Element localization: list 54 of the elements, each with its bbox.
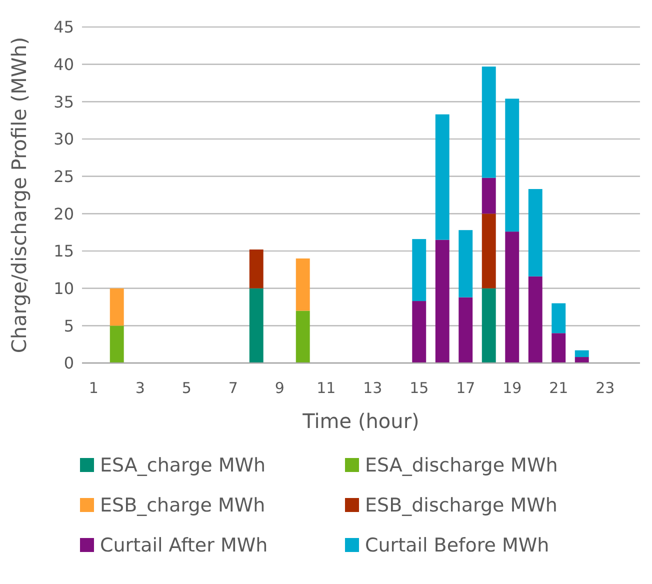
- bar: [110, 326, 124, 363]
- bar: [435, 240, 450, 363]
- bar: [482, 66, 496, 178]
- bar: [296, 310, 310, 363]
- bar: [435, 114, 450, 240]
- y-tick-label: 30: [54, 130, 74, 149]
- y-tick-label: 20: [54, 204, 74, 224]
- y-tick-label: 25: [54, 166, 74, 186]
- legend-label: Curtail After MWh: [100, 534, 268, 557]
- x-tick-label: 15: [410, 379, 429, 397]
- y-tick-label: 40: [54, 54, 74, 74]
- bar: [412, 301, 426, 363]
- x-tick-label: 1: [88, 379, 98, 397]
- legend-label: ESA_discharge MWh: [365, 454, 558, 477]
- x-tick-label: 19: [502, 379, 522, 397]
- y-tick-label: 0: [64, 354, 74, 373]
- bar: [458, 297, 473, 363]
- y-tick-label: 5: [64, 316, 74, 336]
- x-tick-label: 11: [316, 379, 336, 397]
- bar: [505, 98, 520, 232]
- x-tick-label: 23: [596, 379, 615, 397]
- bar: [482, 178, 496, 214]
- bar: [110, 288, 124, 326]
- bar: [412, 239, 426, 302]
- bar: [574, 357, 589, 363]
- y-tick-label: 35: [54, 92, 74, 112]
- x-axis-title: Time (hour): [302, 409, 420, 433]
- bar: [505, 232, 520, 363]
- x-tick-label: 9: [274, 379, 284, 397]
- bar: [552, 333, 566, 363]
- bar: [482, 214, 496, 288]
- x-tick-label: 7: [228, 379, 238, 397]
- bar: [528, 189, 542, 276]
- bar: [552, 303, 566, 334]
- x-tick-label: 21: [549, 379, 568, 397]
- legend-label: ESA_charge MWh: [100, 454, 266, 477]
- legend-label: Curtail Before MWh: [365, 534, 550, 557]
- x-tick-label: 17: [456, 379, 476, 397]
- bar: [249, 250, 264, 288]
- legend-label: ESB_charge MWh: [100, 494, 266, 517]
- bar: [249, 288, 264, 363]
- x-tick-label: 13: [363, 379, 382, 397]
- x-tick-label: 3: [135, 379, 145, 397]
- y-tick-label: 10: [54, 278, 74, 298]
- bar: [296, 258, 310, 311]
- bar: [482, 288, 496, 363]
- legend-label: ESB_discharge MWh: [365, 494, 558, 517]
- y-tick-label: 15: [54, 242, 74, 261]
- bar: [574, 350, 589, 358]
- y-tick-label: 45: [54, 18, 74, 37]
- x-tick-label: 5: [182, 379, 192, 397]
- bar: [528, 276, 542, 363]
- bar: [458, 230, 473, 298]
- y-axis-title: Charge/discharge Profile (MWh): [7, 36, 31, 354]
